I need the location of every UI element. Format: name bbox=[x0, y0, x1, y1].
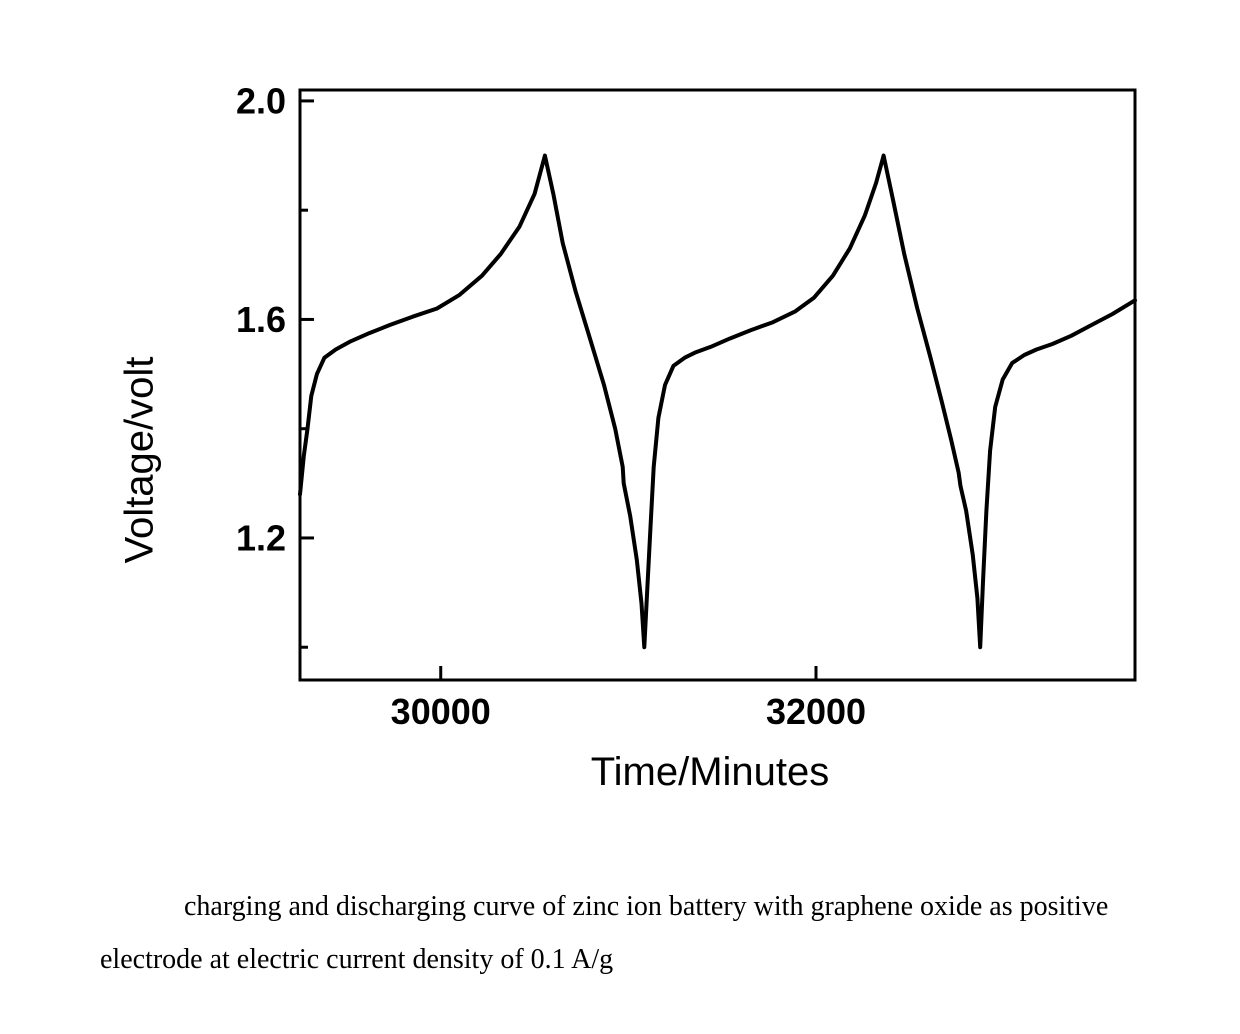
voltage-time-chart: 1.2 1.6 2.0 30000 32000 Voltage/volt Time/Mi… bbox=[100, 40, 1150, 810]
y-tick-label: 2.0 bbox=[236, 81, 286, 122]
x-tick-label: 30000 bbox=[391, 691, 491, 732]
figure-caption: charging and discharging curve of zinc i… bbox=[100, 880, 1150, 986]
x-axis-label: Time/Minutes bbox=[591, 750, 830, 795]
y-axis-label: Voltage/volt bbox=[118, 357, 163, 564]
x-tick-label: 32000 bbox=[766, 691, 866, 732]
chart-svg: 1.2 1.6 2.0 30000 32000 bbox=[100, 40, 1150, 810]
y-tick-label: 1.2 bbox=[236, 518, 286, 559]
y-tick-label: 1.6 bbox=[236, 299, 286, 340]
